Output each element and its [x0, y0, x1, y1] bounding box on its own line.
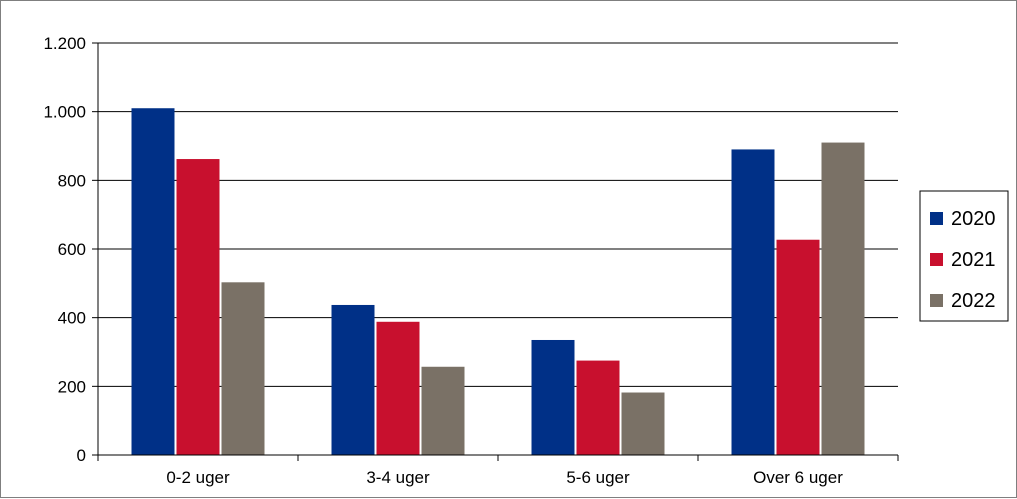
bars	[131, 108, 865, 456]
y-tick-label: 800	[58, 171, 86, 190]
x-tick-label: 0-2 uger	[166, 468, 230, 487]
x-tick-label: 5-6 uger	[566, 468, 630, 487]
bar-2022-1	[421, 366, 465, 455]
bar-2020-1	[331, 304, 375, 455]
bar-2022-3	[821, 142, 865, 456]
bar-2020-0	[131, 108, 175, 455]
x-tick-label: Over 6 uger	[753, 468, 843, 487]
y-tick-label: 400	[58, 309, 86, 328]
bar-2022-2	[621, 392, 665, 455]
legend-swatch-2022	[930, 294, 943, 307]
bar-2020-3	[731, 149, 775, 455]
y-tick-label: 1.200	[43, 34, 86, 53]
legend-label-2020: 2020	[951, 208, 996, 230]
bar-2021-2	[576, 360, 620, 455]
y-tick-label: 0	[77, 446, 86, 465]
legend-swatch-2021	[930, 253, 943, 266]
bar-2022-0	[221, 282, 265, 455]
bar-2021-3	[776, 239, 820, 455]
y-tick-label: 600	[58, 240, 86, 259]
axes: 0 200 400 600 800 1.000 1.200 0-2 uger 3-4 uger 5…	[43, 34, 899, 487]
legend-swatch-2020	[930, 212, 943, 225]
bar-2021-0	[176, 159, 220, 455]
y-tick-label: 200	[58, 377, 86, 396]
legend-label-2022: 2022	[951, 290, 996, 312]
bar-2021-1	[376, 321, 420, 455]
x-tick-label: 3-4 uger	[366, 468, 430, 487]
legend: 2020 2021 2022	[919, 190, 1009, 322]
legend-label-2021: 2021	[951, 249, 996, 271]
y-tick-label: 1.000	[43, 103, 86, 122]
bar-2020-2	[531, 339, 575, 455]
